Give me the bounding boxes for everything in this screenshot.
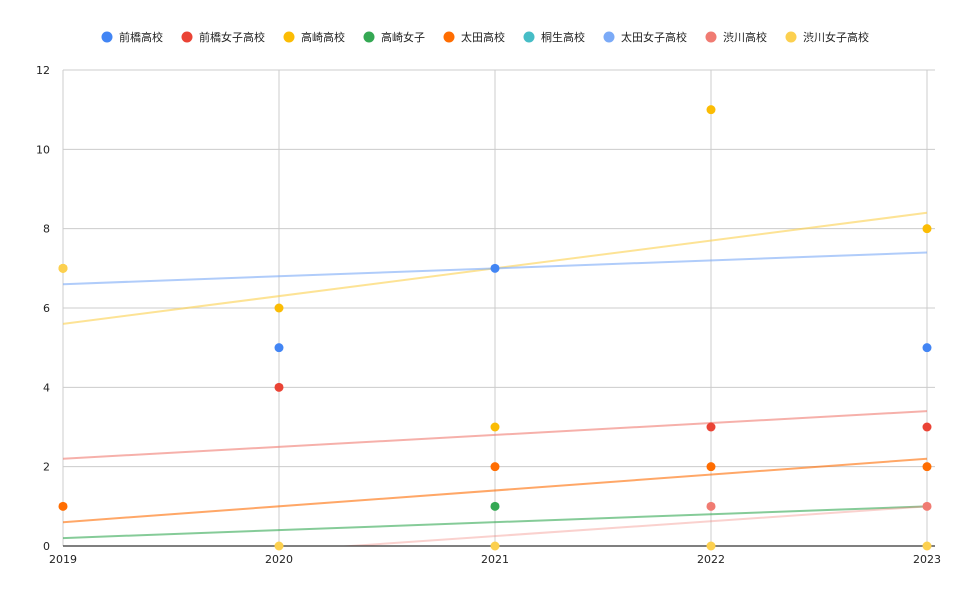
legend-item: 桐生高校 bbox=[523, 30, 585, 44]
y-tick-label: 8 bbox=[43, 223, 50, 236]
data-point bbox=[706, 541, 716, 551]
data-point bbox=[58, 501, 68, 511]
data-point bbox=[922, 462, 932, 472]
legend-item: 渋川女子高校 bbox=[785, 30, 869, 44]
x-tick-label: 2021 bbox=[481, 553, 509, 566]
legend-marker bbox=[181, 31, 193, 43]
x-tick-label: 2022 bbox=[697, 553, 725, 566]
trendline bbox=[63, 410, 927, 460]
x-tick-label: 2019 bbox=[49, 553, 77, 566]
y-tick-label: 4 bbox=[43, 381, 50, 394]
trendline bbox=[63, 457, 927, 524]
data-point bbox=[274, 382, 284, 392]
legend-item: 前橋高校 bbox=[101, 30, 163, 44]
legend-label: 太田高校 bbox=[461, 30, 505, 44]
trendline bbox=[336, 505, 927, 546]
data-point bbox=[58, 263, 68, 273]
data-point bbox=[490, 462, 500, 472]
y-tick-label: 0 bbox=[43, 540, 50, 553]
legend-marker bbox=[363, 31, 375, 43]
y-tick-label: 6 bbox=[43, 302, 50, 315]
y-tick-label: 12 bbox=[36, 64, 50, 77]
data-point bbox=[706, 105, 716, 115]
legend-marker bbox=[101, 31, 113, 43]
legend-label: 前橋女子高校 bbox=[199, 30, 265, 44]
legend-marker bbox=[705, 31, 717, 43]
legend-label: 太田女子高校 bbox=[621, 30, 687, 44]
data-point bbox=[274, 343, 284, 353]
legend-item: 太田女子高校 bbox=[603, 30, 687, 44]
legend-label: 高崎高校 bbox=[301, 30, 345, 44]
x-tick-label: 2020 bbox=[265, 553, 293, 566]
legend-marker bbox=[785, 31, 797, 43]
y-tick-label: 2 bbox=[43, 461, 50, 474]
data-point bbox=[274, 541, 284, 551]
legend-item: 渋川高校 bbox=[705, 30, 767, 44]
legend-item: 太田高校 bbox=[443, 30, 505, 44]
legend-marker bbox=[443, 31, 455, 43]
data-point bbox=[490, 541, 500, 551]
legend-item: 前橋女子高校 bbox=[181, 30, 265, 44]
data-point bbox=[706, 462, 716, 472]
data-point bbox=[922, 224, 932, 234]
legend-marker bbox=[523, 31, 535, 43]
data-point bbox=[490, 501, 500, 511]
legend-label: 桐生高校 bbox=[541, 30, 585, 44]
legend-label: 渋川高校 bbox=[723, 30, 767, 44]
data-point bbox=[922, 343, 932, 353]
data-point bbox=[922, 422, 932, 432]
x-tick-label: 2023 bbox=[913, 553, 941, 566]
data-point bbox=[922, 501, 932, 511]
data-point bbox=[706, 501, 716, 511]
data-point bbox=[490, 422, 500, 432]
data-point bbox=[922, 541, 932, 551]
data-point bbox=[706, 422, 716, 432]
legend-item: 高崎女子 bbox=[363, 30, 425, 44]
legend-marker bbox=[283, 31, 295, 43]
legend-label: 前橋高校 bbox=[119, 30, 163, 44]
legend-item: 高崎高校 bbox=[283, 30, 345, 44]
legend-marker bbox=[603, 31, 615, 43]
legend: 前橋高校 前橋女子高校 高崎高校 高崎女子 太田高校 桐生高校 太田女子高校 渋川高校 渋川女子… bbox=[101, 30, 869, 44]
legend-label: 渋川女子高校 bbox=[803, 30, 869, 44]
y-tick-label: 10 bbox=[36, 143, 50, 156]
legend-label: 高崎女子 bbox=[381, 30, 425, 44]
data-point bbox=[490, 263, 500, 273]
trendline bbox=[63, 505, 927, 540]
data-point bbox=[274, 303, 284, 313]
